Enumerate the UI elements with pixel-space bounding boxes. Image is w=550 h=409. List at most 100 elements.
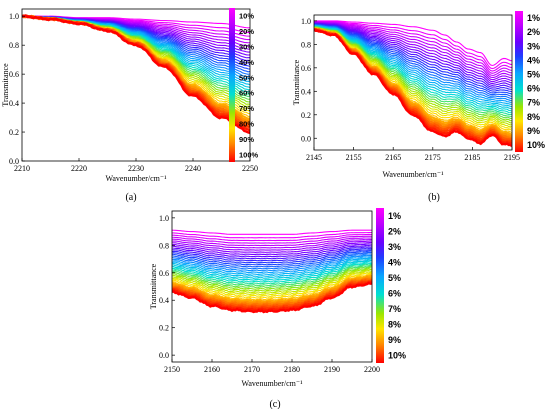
colorbar-label-0-7: 80% <box>239 120 254 129</box>
x-tick-label-1-3: 2175 <box>425 153 441 162</box>
colorbar-label-2-4: 5% <box>388 273 401 283</box>
series-line-2-28 <box>172 269 372 294</box>
series-line-2-26 <box>172 267 372 291</box>
panel-1: 2145 2155 2165 2175 2185 2195 0.0 0.2 0.4 0.6 0.8 1… <box>292 11 545 203</box>
colorbar-label-1-5: 6% <box>527 84 540 94</box>
y-tick-label-0-3: 0.6 <box>9 70 19 79</box>
series-line-2-13 <box>172 250 372 266</box>
series-line-2-7 <box>172 241 372 253</box>
x-tick-label-1-4: 2185 <box>464 153 480 162</box>
series-line-2-38 <box>172 280 372 312</box>
colorbar-label-2-3: 4% <box>388 257 401 267</box>
colorbar-label-1-4: 5% <box>527 69 540 79</box>
series-line-2-0 <box>172 229 372 235</box>
colorbar-label-2-5: 6% <box>388 288 401 298</box>
series-line-2-16 <box>172 254 372 272</box>
colorbar-label-2-7: 8% <box>388 319 401 329</box>
y-tick-label-2-0: 0.0 <box>159 351 169 360</box>
colorbar-label-2-6: 7% <box>388 304 401 314</box>
panel-label-0: (a) <box>125 192 136 203</box>
plot-frame-2 <box>171 210 373 363</box>
colorbar-label-0-8: 90% <box>239 135 254 144</box>
series-line-2-39 <box>172 281 372 314</box>
x-tick-label-1-5: 2195 <box>504 153 520 162</box>
series-line-2-29 <box>172 271 372 296</box>
series-line-2-12 <box>172 249 372 264</box>
series-line-2-22 <box>172 262 372 283</box>
colorbar-2 <box>376 208 384 363</box>
series-line-2-23 <box>172 263 372 285</box>
colorbar-label-2-9: 10% <box>388 350 406 360</box>
colorbar-label-0-6: 70% <box>239 104 254 113</box>
series-line-2-30 <box>172 272 372 298</box>
x-tick-label-2-4: 2190 <box>324 365 340 374</box>
series-line-1-12 <box>314 23 512 93</box>
y-tick-label-1-1: 0.2 <box>301 111 311 120</box>
panels: 2210 2220 2230 2240 2250 0.0 0.2 0.4 0.6 0.8 1.0 Wa… <box>1 8 545 409</box>
colorbar-1 <box>515 11 523 152</box>
colorbar-label-0-2: 30% <box>239 43 254 52</box>
series-line-2-27 <box>172 268 372 292</box>
colorbar-label-1-2: 3% <box>527 41 540 51</box>
y-tick-label-2-3: 0.6 <box>159 269 169 278</box>
y-tick-label-1-0: 0.0 <box>301 134 311 143</box>
series-line-2-17 <box>172 256 372 274</box>
series-line-1-7 <box>314 22 512 83</box>
series-line-2-20 <box>172 259 372 279</box>
colorbar-label-2-2: 3% <box>388 242 401 252</box>
colorbar-label-0-9: 100% <box>239 150 259 159</box>
series-line-2-32 <box>172 274 372 301</box>
series-line-2-33 <box>172 274 372 303</box>
panel-label-1: (b) <box>428 192 440 203</box>
series-line-0-39 <box>22 14 250 135</box>
series-line-1-5 <box>314 21 512 79</box>
x-tick-label-0-3: 2240 <box>185 164 201 173</box>
x-tick-label-0-0: 2210 <box>14 164 30 173</box>
series-group-0 <box>22 14 250 135</box>
series-line-1-9 <box>314 23 512 86</box>
series-line-1-3 <box>314 21 512 74</box>
series-line-1-1 <box>314 20 512 70</box>
x-tick-label-1-1: 2155 <box>346 153 362 162</box>
x-axis-title-0: Wavenumber/cm⁻¹ <box>105 174 167 183</box>
colorbar-label-0-0: 10% <box>239 12 254 21</box>
y-tick-label-1-5: 1.0 <box>301 17 311 26</box>
series-line-2-8 <box>172 243 372 256</box>
series-line-1-13 <box>314 23 512 95</box>
y-axis-title-2: Transmittance <box>149 263 158 309</box>
series-line-1-39 <box>314 28 512 148</box>
colorbar-label-2-0: 1% <box>388 211 401 221</box>
series-line-2-18 <box>172 257 372 276</box>
series-line-2-21 <box>172 261 372 281</box>
series-line-2-10 <box>172 246 372 260</box>
series-line-1-0 <box>314 20 512 67</box>
plot-frame-1 <box>313 14 513 151</box>
series-line-1-2 <box>314 21 512 72</box>
series-line-2-3 <box>172 235 372 244</box>
x-tick-label-0-2: 2230 <box>128 164 144 173</box>
x-tick-label-1-2: 2165 <box>385 153 401 162</box>
series-line-1-6 <box>314 22 512 81</box>
series-group-2 <box>172 229 372 314</box>
colorbar-label-1-7: 8% <box>527 112 540 122</box>
colorbar-label-1-3: 4% <box>527 55 540 65</box>
series-line-1-19 <box>314 25 512 108</box>
series-line-1-26 <box>314 26 512 122</box>
series-line-2-15 <box>172 253 372 270</box>
colorbar-label-1-9: 10% <box>527 140 545 150</box>
series-line-2-4 <box>172 237 372 247</box>
y-tick-label-2-4: 0.8 <box>159 241 169 250</box>
series-line-1-20 <box>314 25 512 110</box>
x-tick-label-2-1: 2160 <box>204 365 220 374</box>
colorbar-label-1-1: 2% <box>527 27 540 37</box>
y-tick-label-2-5: 1.0 <box>159 214 169 223</box>
series-line-2-6 <box>172 240 372 251</box>
y-tick-label-0-4: 0.8 <box>9 41 19 50</box>
panel-0: 2210 2220 2230 2240 2250 0.0 0.2 0.4 0.6 0.8 1.0 Wa… <box>1 8 259 203</box>
colorbar-label-0-3: 40% <box>239 58 254 67</box>
series-line-1-11 <box>314 23 512 91</box>
x-axis-title-1: Wavenumber/cm⁻¹ <box>382 170 444 179</box>
x-tick-label-2-5: 2200 <box>364 365 380 374</box>
colorbar-label-0-5: 60% <box>239 89 254 98</box>
